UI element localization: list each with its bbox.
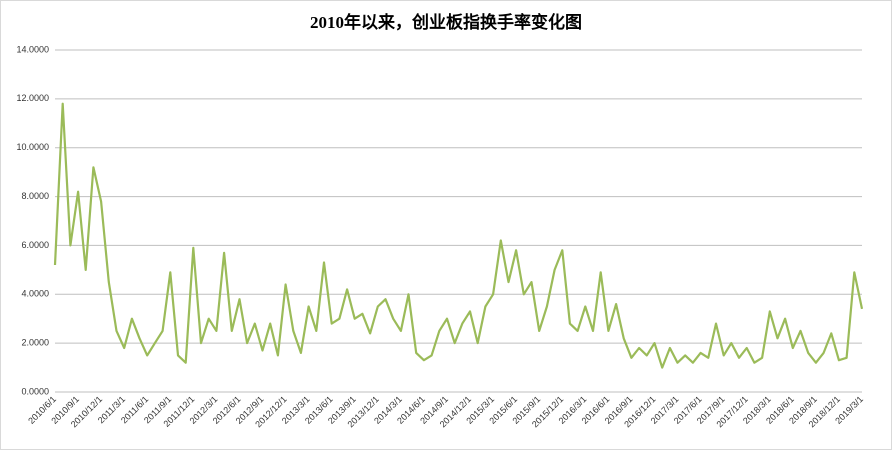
- chart-title: 2010年以来，创业板指换手率变化图: [310, 12, 582, 32]
- y-tick-label: 4.0000: [21, 289, 49, 299]
- y-tick-label: 12.0000: [16, 93, 49, 103]
- y-tick-label: 2.0000: [21, 338, 49, 348]
- data-line: [53, 102, 864, 369]
- y-tick-label: 14.0000: [16, 44, 49, 54]
- y-tick-label: 8.0000: [21, 191, 49, 201]
- y-tick-label: 10.0000: [16, 142, 49, 152]
- y-tick-label: 0.0000: [21, 386, 49, 396]
- y-tick-label: 6.0000: [21, 240, 49, 250]
